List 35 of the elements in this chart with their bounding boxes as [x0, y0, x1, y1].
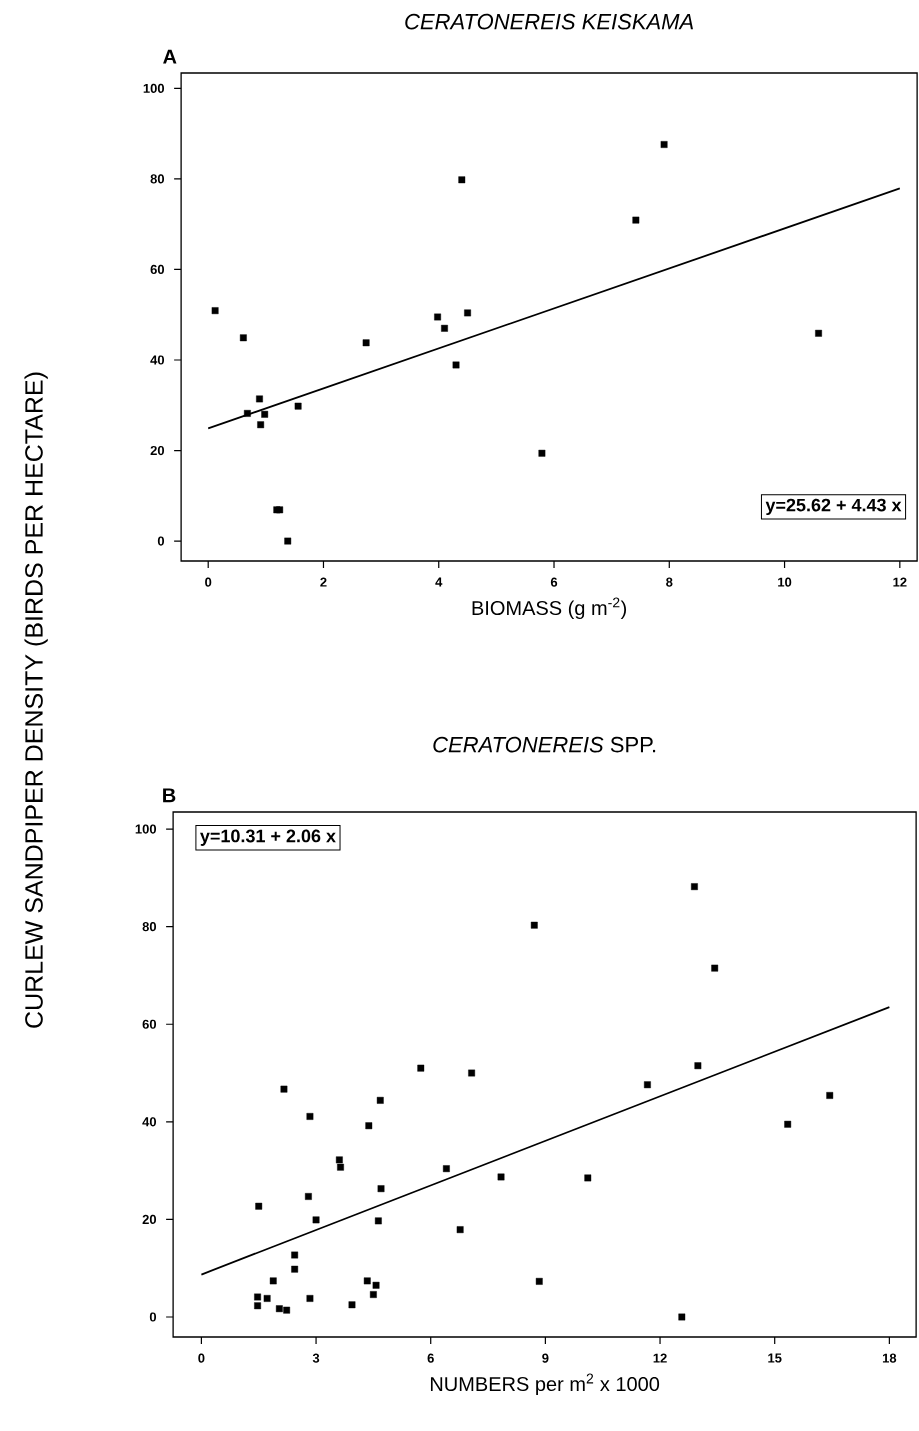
- y-tick-label: 80: [142, 922, 156, 932]
- x-tick-label: 6: [550, 577, 558, 587]
- y-tick-label: 20: [150, 445, 164, 456]
- y-tick-label: 0: [157, 536, 164, 546]
- x-tick-label: 18: [882, 1353, 897, 1363]
- x-axis-title: NUMBERS per m$^{2}$ x 1000: [430, 1373, 660, 1396]
- y-tick-label: 40: [150, 355, 164, 365]
- x-tick-label: 8: [666, 577, 673, 587]
- y-tick-label: 80: [150, 174, 164, 184]
- x-tick-label: 3: [312, 1353, 320, 1363]
- y-axis-title: CURLEW SANDPIPER DENSITY (BIRDS PER HECTARE): [24, 372, 48, 1028]
- x-tick-label: 12: [653, 1353, 667, 1363]
- y-tick-label: 0: [149, 1312, 156, 1322]
- chart-title: CERATONEREIS SPP.: [433, 736, 656, 753]
- chart-title: CERATONEREIS KEISKAMA: [405, 13, 693, 30]
- y-tick-label: 20: [142, 1214, 156, 1225]
- x-tick-label: 6: [427, 1353, 434, 1363]
- x-tick-label: 15: [768, 1353, 782, 1363]
- y-tick-label: 40: [142, 1117, 156, 1127]
- x-tick-label: 0: [205, 577, 212, 587]
- y-tick-label: 60: [150, 264, 164, 275]
- x-tick-label: 12: [893, 577, 907, 587]
- x-tick-label: 2: [320, 577, 327, 587]
- x-tick-label: 0: [198, 1353, 205, 1363]
- x-tick-label: 4: [435, 577, 443, 587]
- y-tick-label: 100: [143, 83, 164, 93]
- text: A: [163, 49, 177, 64]
- x-axis-title: BIOMASS (g m$^{-2}$): [472, 597, 626, 620]
- annotation: y=25.62 + 4.43 x: [765, 498, 902, 515]
- text: B: [163, 788, 176, 803]
- x-tick-label: 9: [542, 1353, 549, 1363]
- y-tick-label: 100: [135, 824, 156, 834]
- y-tick-label: 60: [142, 1019, 156, 1029]
- annotation: y=10.31 + 2.06 x: [200, 829, 336, 846]
- x-tick-label: 10: [778, 577, 792, 587]
